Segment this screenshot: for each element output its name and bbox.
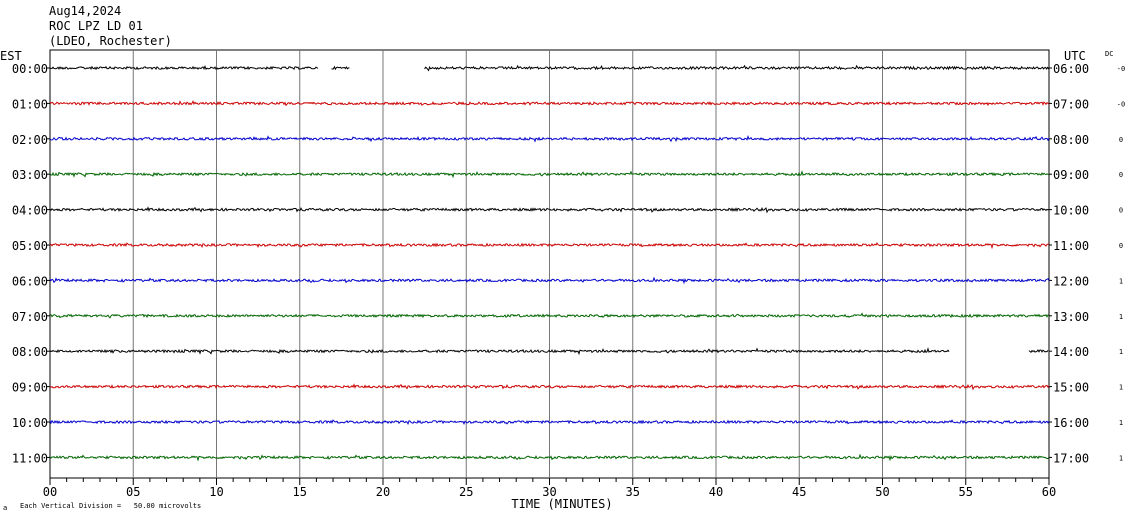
corner-mark: a xyxy=(3,504,8,512)
dc-offset-label: 0 xyxy=(1119,136,1123,144)
seismic-trace xyxy=(49,206,1050,214)
seismic-trace xyxy=(49,64,319,71)
seismic-trace xyxy=(49,134,1050,143)
dc-offset-label: 1 xyxy=(1119,384,1123,392)
utc-hour-label: 16:00 xyxy=(1053,416,1089,430)
est-hour-label: 05:00 xyxy=(12,239,48,253)
est-hour-label: 00:00 xyxy=(12,62,48,76)
seismic-trace xyxy=(49,312,1050,319)
x-tick-label: 35 xyxy=(626,485,640,499)
utc-hour-label: 13:00 xyxy=(1053,310,1089,324)
est-hour-label: 07:00 xyxy=(12,310,48,324)
x-tick-label: 50 xyxy=(875,485,889,499)
x-tick-label: 40 xyxy=(709,485,723,499)
x-tick-label: 30 xyxy=(542,485,556,499)
seismic-trace xyxy=(49,242,1050,250)
utc-hour-label: 06:00 xyxy=(1053,62,1089,76)
x-tick-label: 60 xyxy=(1042,485,1056,499)
est-hour-label: 10:00 xyxy=(12,416,48,430)
est-hour-label: 03:00 xyxy=(12,168,48,182)
station-code: ROC LPZ LD 01 xyxy=(49,19,143,33)
est-hour-label: 11:00 xyxy=(12,451,48,465)
scale-note: Each Vertical Division = 50.00 microvolt… xyxy=(20,502,202,510)
dc-offset-label: 0 xyxy=(1119,242,1123,250)
est-hour-label: 01:00 xyxy=(12,97,48,111)
seismic-trace xyxy=(49,100,1050,107)
seismic-trace xyxy=(49,419,1050,426)
seismic-trace xyxy=(331,65,350,71)
dc-offset-label: 1 xyxy=(1119,348,1123,356)
dc-offset-label: 1 xyxy=(1119,313,1123,321)
dc-title: DC xyxy=(1105,50,1114,58)
est-hour-label: 02:00 xyxy=(12,133,48,147)
x-tick-label: 05 xyxy=(126,485,140,499)
dc-offset-label: 0 xyxy=(1119,171,1123,179)
dc-offset-label: 0 xyxy=(1119,207,1123,215)
seismic-trace xyxy=(49,453,1050,462)
right-axis-title: UTC xyxy=(1064,49,1086,63)
x-tick-label: 45 xyxy=(792,485,806,499)
x-tick-label: 10 xyxy=(209,485,223,499)
utc-hour-label: 17:00 xyxy=(1053,451,1089,465)
network-name: (LDEO, Rochester) xyxy=(49,34,172,48)
utc-hour-label: 08:00 xyxy=(1053,133,1089,147)
x-axis-label: TIME (MINUTES) xyxy=(511,497,612,511)
utc-hour-label: 15:00 xyxy=(1053,381,1089,395)
plot-date: Aug14,2024 xyxy=(49,4,122,18)
est-hour-label: 09:00 xyxy=(12,381,48,395)
utc-hour-label: 09:00 xyxy=(1053,168,1089,182)
utc-hour-label: 12:00 xyxy=(1053,274,1089,288)
seismic-trace xyxy=(49,383,1050,391)
left-axis-title: EST xyxy=(0,49,22,63)
utc-hour-label: 07:00 xyxy=(1053,97,1089,111)
dc-offset-label: -0 xyxy=(1117,100,1125,108)
est-hour-label: 08:00 xyxy=(12,345,48,359)
seismic-trace xyxy=(49,170,1050,179)
x-tick-label: 55 xyxy=(959,485,973,499)
est-hour-label: 06:00 xyxy=(12,274,48,288)
x-tick-label: 25 xyxy=(459,485,473,499)
x-tick-label: 20 xyxy=(376,485,390,499)
x-tick-label: 00 xyxy=(43,485,57,499)
seismic-trace xyxy=(49,276,1050,285)
x-tick-label: 15 xyxy=(293,485,307,499)
utc-hour-label: 11:00 xyxy=(1053,239,1089,253)
est-hour-label: 04:00 xyxy=(12,204,48,218)
dc-offset-label: 1 xyxy=(1119,277,1123,285)
seismic-trace xyxy=(49,347,950,356)
utc-hour-label: 14:00 xyxy=(1053,345,1089,359)
dc-offset-label: 1 xyxy=(1119,419,1123,427)
seismic-trace xyxy=(1028,349,1049,354)
dc-offset-label: -0 xyxy=(1117,65,1125,73)
utc-hour-label: 10:00 xyxy=(1053,204,1089,218)
seismic-trace xyxy=(424,64,1050,72)
dc-offset-label: 1 xyxy=(1119,454,1123,462)
